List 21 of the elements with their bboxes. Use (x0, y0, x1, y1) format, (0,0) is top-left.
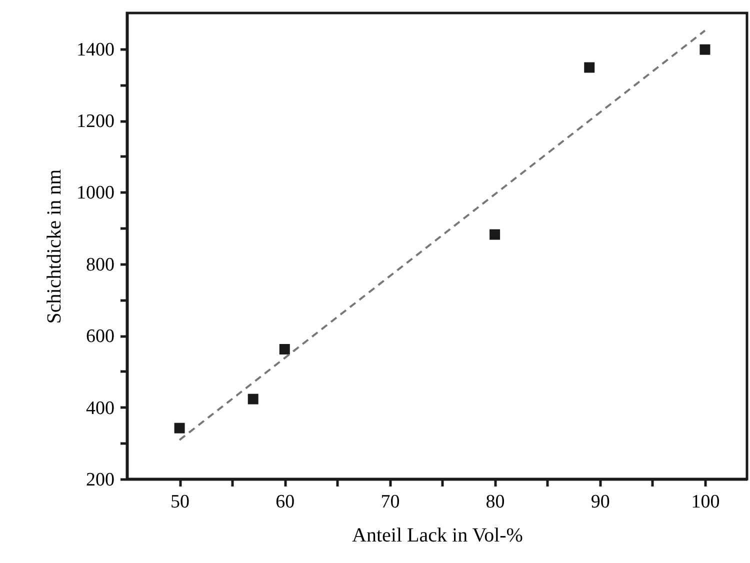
y-tick-label: 800 (86, 254, 114, 276)
x-tick-label: 50 (170, 492, 190, 512)
point (584, 62, 595, 73)
y-tick-label: 200 (86, 470, 114, 490)
x-tick-label: 90 (590, 492, 610, 512)
point (490, 229, 500, 240)
point (700, 44, 710, 55)
point (174, 422, 185, 434)
y-tick-label: 1000 (76, 182, 114, 204)
x-tick-label: 70 (380, 492, 400, 512)
y-tick-label: 400 (86, 398, 114, 419)
y-tick-label: 1200 (76, 111, 114, 132)
point (248, 394, 258, 404)
x-tick-label: 60 (276, 492, 295, 512)
x-tick-label: 80 (486, 492, 505, 512)
x-axis-title: Anteil Lack in Vol-% (352, 524, 523, 546)
y-tick-label: 1400 (76, 39, 114, 60)
y-axis-title: Schichtdicke in nm (44, 168, 66, 324)
point (279, 344, 290, 354)
x-tick-label: 100 (691, 492, 720, 512)
y-tick-label: 600 (86, 326, 114, 348)
